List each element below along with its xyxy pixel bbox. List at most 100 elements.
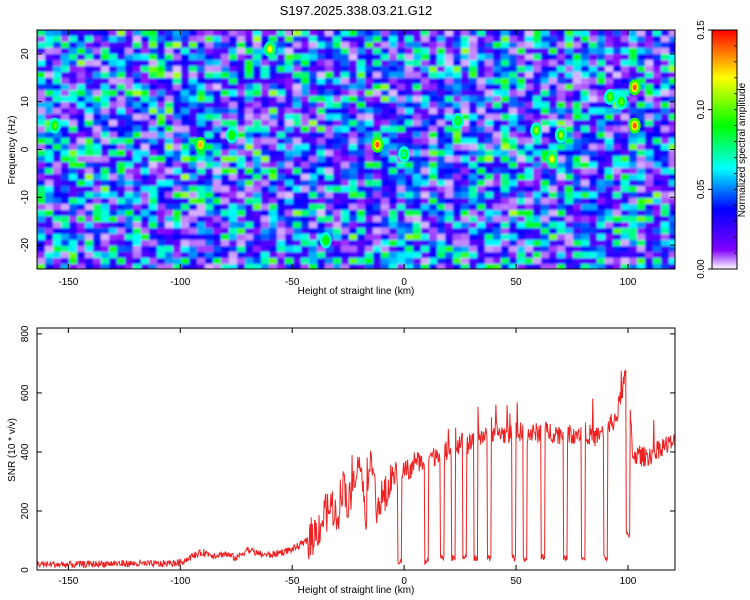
heatmap-cell: [397, 96, 406, 103]
heatmap-cell: [149, 258, 158, 265]
heatmap-cell: [637, 102, 646, 109]
heatmap-cell: [605, 174, 614, 181]
heatmap-cell: [165, 210, 174, 217]
heatmap-cell: [325, 132, 334, 139]
heatmap-cell: [213, 78, 222, 85]
heatmap-cell: [101, 54, 110, 61]
heatmap-cell: [45, 222, 54, 229]
heatmap-cell: [109, 168, 118, 175]
heatmap-cell: [165, 120, 174, 127]
heatmap-cell: [605, 48, 614, 55]
heatmap-cell: [317, 66, 326, 73]
heatmap-cell: [509, 48, 518, 55]
heatmap-cell: [669, 174, 675, 181]
heatmap-cell: [629, 138, 638, 145]
heatmap-cell: [621, 120, 630, 127]
heatmap-cell: [373, 192, 382, 199]
heatmap-cell: [69, 192, 78, 199]
heatmap-cell: [301, 168, 310, 175]
heatmap-cell: [549, 174, 558, 181]
heatmap-cell: [549, 108, 558, 115]
heatmap-cell: [165, 42, 174, 49]
heatmap-cell: [269, 66, 278, 73]
heatmap-cell: [381, 102, 390, 109]
heatmap-cell: [333, 240, 342, 247]
heatmap-cell: [557, 204, 566, 211]
heatmap-cell: [133, 150, 142, 157]
heatmap-cell: [293, 192, 302, 199]
heatmap-cell: [37, 60, 46, 67]
heatmap-cell: [669, 96, 675, 103]
heatmap-cell: [93, 198, 102, 205]
heatmap-cell: [61, 204, 70, 211]
heatmap-cell: [453, 96, 462, 103]
heatmap-cell: [269, 138, 278, 145]
heatmap-cell: [141, 180, 150, 187]
heatmap-cell: [381, 138, 390, 145]
y-tick-label: 600: [20, 384, 31, 401]
heatmap-cell: [357, 168, 366, 175]
heatmap-cell: [469, 102, 478, 109]
x-tick-label: 0: [401, 576, 407, 587]
snr-y-label: SNR (10 * v/v): [7, 418, 18, 482]
heatmap-cell: [77, 36, 86, 43]
heatmap-cell: [437, 210, 446, 217]
heatmap-cell: [565, 132, 574, 139]
heatmap-cell: [229, 240, 238, 247]
heatmap-cell: [69, 144, 78, 151]
heatmap-cell: [181, 48, 190, 55]
heatmap-cell: [133, 192, 142, 199]
heatmap-cell: [397, 204, 406, 211]
heatmap-cell: [653, 114, 662, 121]
heatmap-cell: [669, 90, 675, 97]
heatmap-cell: [261, 198, 270, 205]
heatmap-cell: [53, 30, 62, 37]
heatmap-cell: [453, 36, 462, 43]
heatmap-cell: [397, 222, 406, 229]
heatmap-cell: [669, 234, 675, 241]
heatmap-cell: [149, 216, 158, 223]
heatmap-cell: [317, 162, 326, 169]
heatmap-cell: [549, 234, 558, 241]
heatmap-cell: [613, 108, 622, 115]
heatmap-cell: [637, 108, 646, 115]
heatmap-cell: [205, 144, 214, 151]
heatmap-cell: [77, 192, 86, 199]
heatmap-cell: [565, 228, 574, 235]
heatmap-cell: [125, 30, 134, 37]
heatmap-cell: [549, 120, 558, 127]
heatmap-cell: [373, 90, 382, 97]
heatmap-cell: [597, 108, 606, 115]
heatmap-cell: [85, 252, 94, 259]
heatmap-cell: [605, 216, 614, 223]
x-tick-label: -100: [170, 277, 190, 288]
heatmap-cell: [421, 114, 430, 121]
heatmap-cell: [293, 240, 302, 247]
heatmap-cell: [381, 234, 390, 241]
heatmap-cell: [525, 264, 534, 269]
heatmap-cell: [509, 138, 518, 145]
heatmap-cell: [133, 144, 142, 151]
heatmap-cell: [61, 102, 70, 109]
heatmap-cell: [413, 102, 422, 109]
heatmap-cell: [341, 102, 350, 109]
heatmap-cell: [661, 210, 670, 217]
heatmap-cell: [349, 216, 358, 223]
heatmap-cell: [653, 168, 662, 175]
heatmap-cell: [509, 96, 518, 103]
heatmap-cell: [173, 54, 182, 61]
heatmap-cell: [589, 72, 598, 79]
heatmap-cell: [189, 210, 198, 217]
heatmap-cell: [461, 108, 470, 115]
heatmap-cell: [389, 162, 398, 169]
heatmap-cell: [189, 216, 198, 223]
heatmap-cell: [341, 126, 350, 133]
heatmap-cell: [445, 192, 454, 199]
heatmap-cell: [261, 96, 270, 103]
heatmap-cell: [213, 252, 222, 259]
heatmap-cell: [229, 228, 238, 235]
heatmap-cell: [597, 216, 606, 223]
heatmap-cell: [541, 96, 550, 103]
heatmap-cell: [237, 264, 246, 269]
